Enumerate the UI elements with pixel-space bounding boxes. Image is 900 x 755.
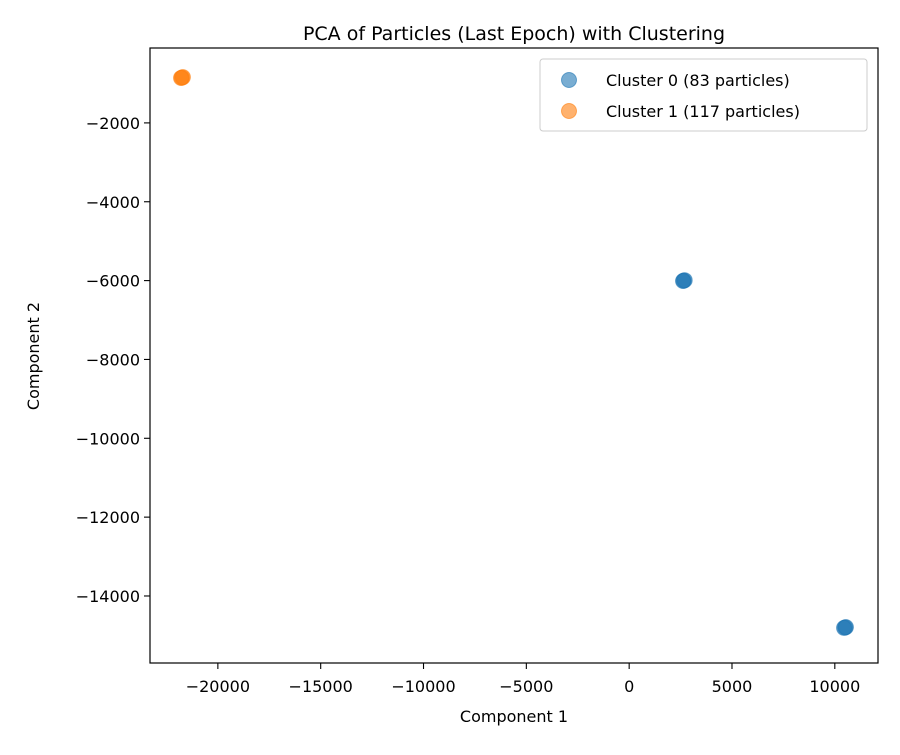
data-point-cluster-0 bbox=[837, 619, 854, 636]
data-point-cluster-1 bbox=[173, 69, 190, 86]
legend-label: Cluster 0 (83 particles) bbox=[606, 71, 790, 90]
legend-marker bbox=[561, 72, 577, 88]
legend-box bbox=[539, 58, 868, 132]
y-axis-label: Component 2 bbox=[24, 302, 43, 410]
y-tick-label: −12000 bbox=[76, 508, 140, 527]
y-tick-label: −10000 bbox=[76, 429, 140, 448]
x-tick-label: 5000 bbox=[712, 677, 753, 696]
y-axis-ticks: −2000 −4000 −6000 −8000 −10000 −12000 −14000 bbox=[76, 114, 150, 606]
y-tick-label: −2000 bbox=[86, 114, 140, 133]
chart-title: PCA of Particles (Last Epoch) with Clust… bbox=[303, 23, 725, 45]
x-axis-label: Component 1 bbox=[460, 707, 568, 726]
x-tick-label: −10000 bbox=[391, 677, 455, 696]
plot-frame bbox=[149, 47, 879, 664]
x-tick-label: 0 bbox=[624, 677, 634, 696]
data-point-cluster-0 bbox=[675, 272, 692, 289]
x-tick-label: −5000 bbox=[499, 677, 553, 696]
x-tick-label: −15000 bbox=[289, 677, 353, 696]
legend: Cluster 0 (83 particles) Cluster 1 (117 p… bbox=[539, 58, 868, 132]
y-tick-label: −14000 bbox=[76, 587, 140, 606]
y-tick-label: −6000 bbox=[86, 272, 140, 291]
plot-area bbox=[173, 69, 854, 636]
y-tick-label: −4000 bbox=[86, 193, 140, 212]
x-tick-label: 10000 bbox=[809, 677, 860, 696]
legend-marker bbox=[561, 103, 577, 119]
x-axis-ticks: −20000 −15000 −10000 −5000 0 5000 10000 bbox=[186, 663, 860, 696]
x-tick-label: −20000 bbox=[186, 677, 250, 696]
y-tick-label: −8000 bbox=[86, 350, 140, 369]
legend-label: Cluster 1 (117 particles) bbox=[606, 102, 800, 121]
